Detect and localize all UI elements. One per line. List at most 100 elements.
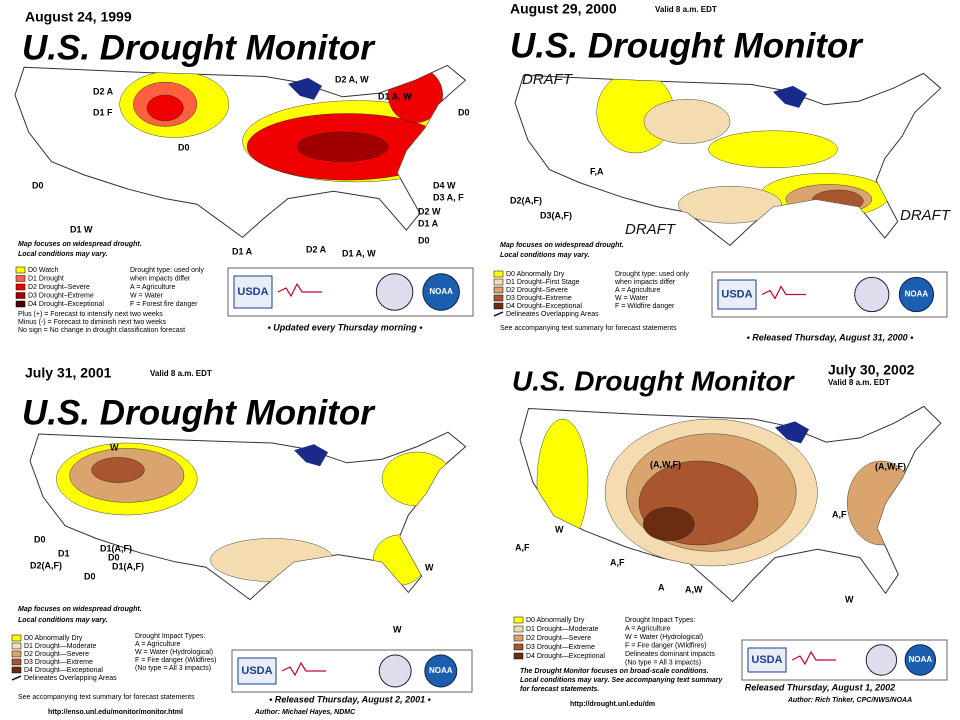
great-lakes — [773, 85, 807, 108]
legend-swatch — [15, 283, 26, 291]
text: July 30, 2002 — [828, 362, 915, 378]
usda-logo — [237, 657, 277, 685]
text: D3 Drought—Extreme — [526, 644, 595, 651]
text: Valid 8 a.m. EDT — [655, 5, 717, 14]
text: W — [110, 442, 119, 452]
text: Drought type: used only — [130, 267, 204, 274]
text: D2 Drought—Severe — [526, 635, 591, 642]
great-lakes — [288, 77, 322, 100]
text: D1 Drought—Moderate — [526, 626, 598, 633]
text: D0 — [418, 235, 430, 245]
text: A = Agriculture — [135, 641, 180, 648]
text: D1 Drought — [28, 275, 64, 282]
text: (A,W,F) — [875, 461, 906, 471]
legend-swatch — [493, 294, 504, 302]
text: D0 — [84, 571, 96, 581]
legend-swatch — [15, 300, 26, 308]
usda-logo — [233, 275, 273, 309]
text: Map focuses on widespread drought. — [18, 606, 142, 613]
text: D3 Drought—Extreme — [24, 659, 93, 666]
text: D4 Drought—Exceptional — [24, 667, 103, 674]
text: W = Water (Hydrological) — [135, 649, 213, 656]
text: D3 Drought–Extreme — [28, 292, 94, 299]
text: Valid 8 a.m. EDT — [150, 369, 212, 378]
legend-swatch — [493, 270, 504, 278]
draft-label: DRAFT — [522, 71, 574, 88]
text: A,F — [515, 542, 530, 552]
text: Local conditions may vary. See accompany… — [520, 677, 724, 684]
great-lakes — [294, 444, 328, 467]
text: for forecast statements. — [520, 686, 599, 693]
text: NOAA — [905, 290, 929, 299]
drought-area — [643, 99, 731, 144]
text: Author: Michael Hayes, NDMC — [254, 709, 356, 716]
text: W — [555, 524, 564, 534]
text: Local conditions may vary. — [500, 252, 590, 259]
noaa-logo — [904, 644, 937, 676]
noaa-logo — [422, 273, 460, 311]
text: F,A — [590, 166, 604, 176]
legend-swatch — [493, 278, 504, 286]
text: USDA — [241, 665, 272, 677]
legend-swatch — [11, 642, 22, 650]
text: U.S. Drought Monitor — [510, 26, 864, 65]
drought-areas — [596, 73, 890, 224]
seal-logo — [378, 654, 412, 688]
drought-area — [296, 131, 389, 162]
text: Drought Impact Types: — [135, 633, 205, 640]
text: A — [658, 582, 665, 592]
text: U.S. Drought Monitor — [512, 365, 796, 396]
text: D2(A,F) — [510, 195, 542, 205]
text: D2 A, W — [335, 74, 369, 84]
text: Author: Rich Tinker, CPC/NWS/NOAA — [787, 697, 912, 704]
noaa-logo — [898, 276, 935, 313]
text: D4 Drought–Exceptional — [506, 303, 582, 310]
text: D0 — [178, 142, 190, 152]
draft-label: DRAFT — [900, 207, 952, 224]
text: D0 — [32, 180, 44, 190]
text: August 29, 2000 — [510, 1, 617, 17]
text: Drought Impact Types: — [625, 617, 695, 624]
text: D1 W — [70, 224, 93, 234]
text: D2 A — [93, 86, 114, 96]
drought-area — [708, 130, 838, 168]
text: D1 A — [418, 218, 439, 228]
text: D4 Drought—Exceptional — [526, 653, 605, 660]
text: A = Agriculture — [615, 287, 660, 294]
text: Valid 8 a.m. EDT — [828, 378, 890, 387]
text: USDA — [237, 286, 268, 298]
text: W = Water (Hydrological) — [625, 634, 703, 641]
seal-logo — [854, 276, 890, 313]
text: W = Water — [615, 295, 649, 302]
seal-logo — [375, 273, 414, 311]
legend-swatch — [15, 292, 26, 299]
drought-area — [643, 507, 695, 542]
legend-swatch — [513, 652, 524, 660]
text: D1(A,F) — [112, 561, 144, 571]
text: July 31, 2001 — [25, 365, 112, 381]
text: August 24, 1999 — [25, 9, 132, 25]
text: See accompanying text summary for foreca… — [18, 694, 195, 701]
legend-swatch — [513, 634, 524, 642]
text: http://enso.unl.edu/monitor/monitor.html — [48, 709, 183, 716]
text: • Updated every Thursday morning • — [268, 322, 423, 332]
text: A,W — [685, 584, 703, 594]
text: D2 Drought–Severe — [506, 287, 568, 294]
legend-swatch — [11, 634, 22, 642]
text: D2 A — [306, 244, 327, 254]
text: Released Thursday, August 1, 2002 — [745, 682, 895, 692]
drought-area — [146, 94, 184, 122]
text: Drought type: used only — [615, 271, 689, 278]
text: D2 Drought–Severe — [28, 284, 90, 291]
text: D0 Abnormally Dry — [24, 635, 83, 642]
text: http://drought.unl.edu/dm — [570, 701, 655, 708]
text: No sign = No change in drought classific… — [18, 327, 185, 334]
text: A,F — [610, 557, 625, 567]
text: D2(A,F) — [30, 560, 62, 570]
text: U.S. Drought Monitor — [22, 28, 376, 67]
noaa-logo — [424, 654, 458, 688]
drought-area — [678, 186, 782, 224]
text: A,F — [832, 509, 847, 519]
text: • Released Thursday, August 31, 2000 • — [747, 332, 914, 342]
legend-swatch — [15, 266, 26, 274]
